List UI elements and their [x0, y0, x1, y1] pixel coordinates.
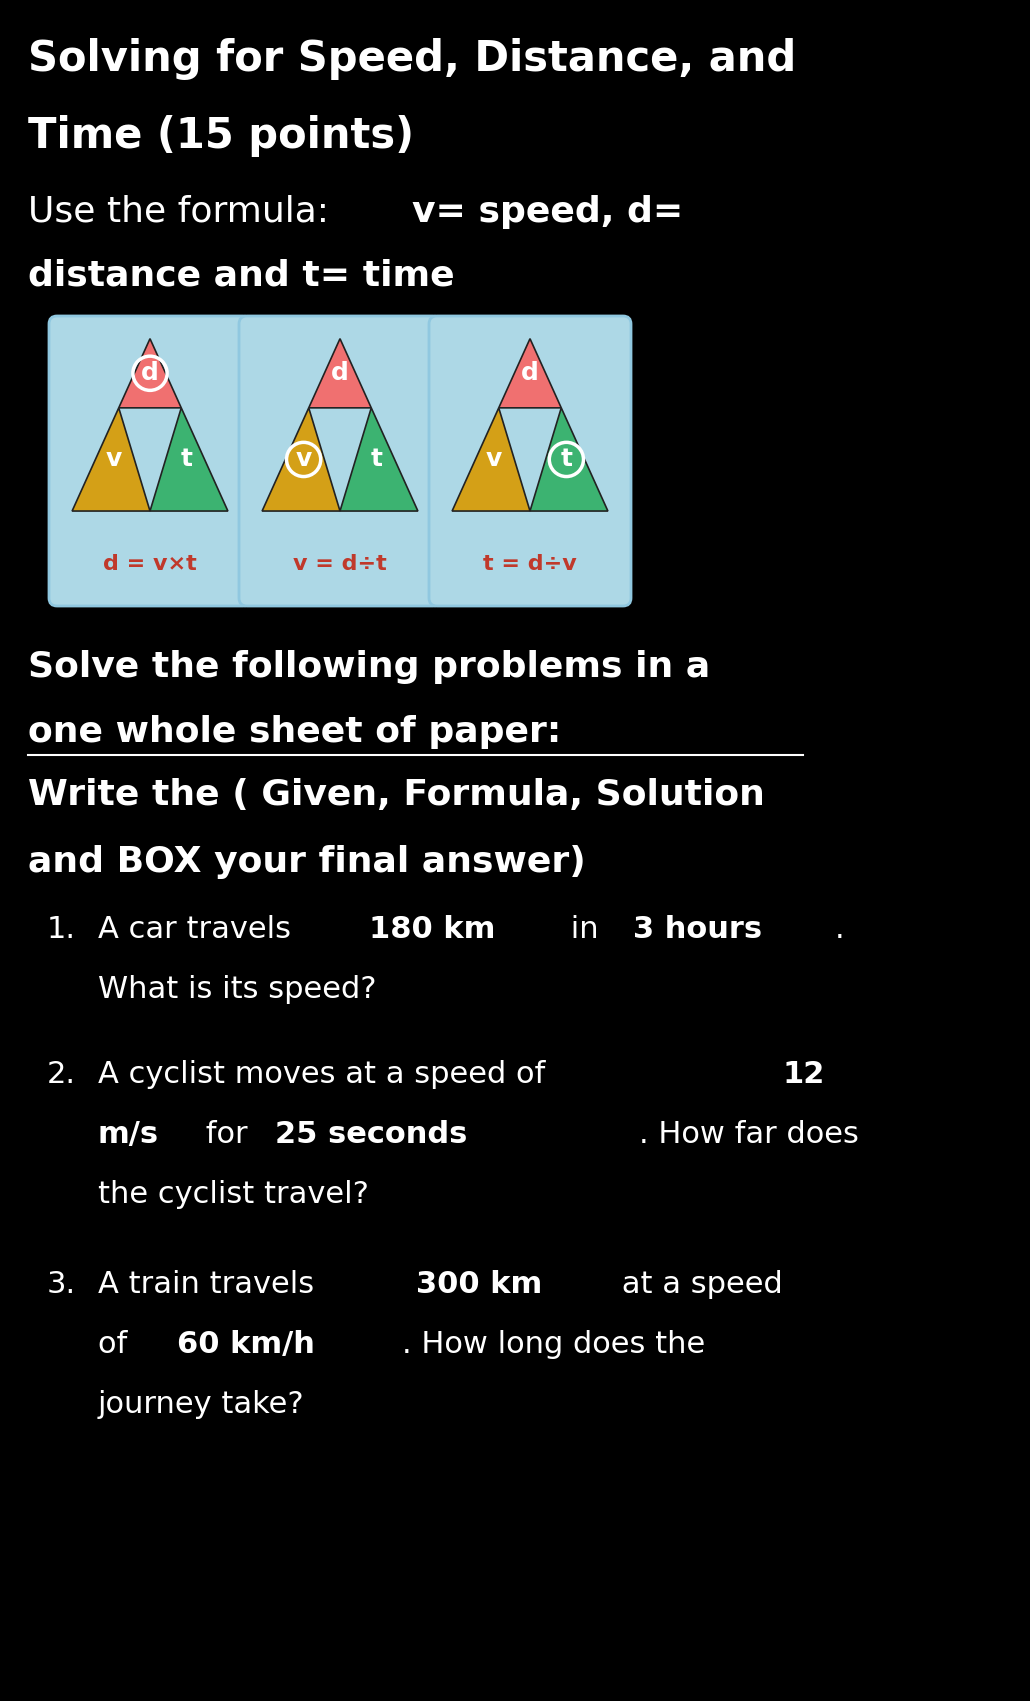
Text: d: d	[521, 361, 539, 384]
Polygon shape	[499, 338, 561, 408]
Text: 1.: 1.	[46, 915, 75, 944]
Text: d = v×t: d = v×t	[103, 555, 197, 573]
FancyBboxPatch shape	[239, 316, 441, 606]
Text: A train travels: A train travels	[98, 1271, 323, 1300]
Text: . How long does the: . How long does the	[402, 1330, 705, 1359]
Polygon shape	[118, 338, 181, 408]
Text: distance and t= time: distance and t= time	[28, 259, 454, 293]
Text: A cyclist moves at a speed of: A cyclist moves at a speed of	[98, 1060, 555, 1089]
Text: the cyclist travel?: the cyclist travel?	[98, 1180, 369, 1209]
Text: one whole sheet of paper:: one whole sheet of paper:	[28, 714, 561, 748]
Text: 25 seconds: 25 seconds	[275, 1119, 468, 1148]
Text: 3 hours: 3 hours	[633, 915, 762, 944]
Text: Time (15 points): Time (15 points)	[28, 116, 414, 156]
Text: t: t	[180, 447, 193, 471]
Text: d: d	[141, 361, 159, 384]
Text: v = d÷t: v = d÷t	[294, 555, 387, 573]
Text: in: in	[561, 915, 609, 944]
Text: for: for	[196, 1119, 258, 1148]
Text: 60 km/h: 60 km/h	[177, 1330, 315, 1359]
Text: at a speed: at a speed	[612, 1271, 783, 1300]
Polygon shape	[262, 408, 340, 510]
FancyBboxPatch shape	[430, 316, 631, 606]
Polygon shape	[72, 408, 150, 510]
Polygon shape	[150, 408, 228, 510]
Polygon shape	[530, 408, 608, 510]
Text: v: v	[296, 447, 312, 471]
Text: .: .	[834, 915, 844, 944]
Text: 300 km: 300 km	[416, 1271, 543, 1300]
Text: m/s: m/s	[98, 1119, 159, 1148]
Text: 180 km: 180 km	[369, 915, 495, 944]
Text: of: of	[98, 1330, 137, 1359]
Text: Solving for Speed, Distance, and: Solving for Speed, Distance, and	[28, 37, 796, 80]
Text: . How far does: . How far does	[639, 1119, 858, 1148]
Text: Write the ( Given, Formula, Solution: Write the ( Given, Formula, Solution	[28, 777, 765, 811]
Text: 2.: 2.	[46, 1060, 75, 1089]
Text: 3.: 3.	[46, 1271, 75, 1300]
FancyBboxPatch shape	[49, 316, 251, 606]
Text: v= speed, d=: v= speed, d=	[412, 196, 683, 230]
Text: t = d÷v: t = d÷v	[483, 555, 577, 573]
Polygon shape	[340, 408, 418, 510]
Polygon shape	[309, 338, 371, 408]
Text: d: d	[331, 361, 349, 384]
Text: t: t	[560, 447, 573, 471]
Text: What is its speed?: What is its speed?	[98, 975, 376, 1004]
Text: and BOX your final answer): and BOX your final answer)	[28, 845, 586, 879]
Text: v: v	[485, 447, 502, 471]
Text: v: v	[105, 447, 122, 471]
Text: t: t	[371, 447, 382, 471]
Text: Use the formula:: Use the formula:	[28, 196, 341, 230]
Polygon shape	[452, 408, 530, 510]
Text: 12: 12	[783, 1060, 825, 1089]
Text: journey take?: journey take?	[98, 1390, 305, 1419]
Text: Solve the following problems in a: Solve the following problems in a	[28, 650, 711, 684]
Text: A car travels: A car travels	[98, 915, 301, 944]
